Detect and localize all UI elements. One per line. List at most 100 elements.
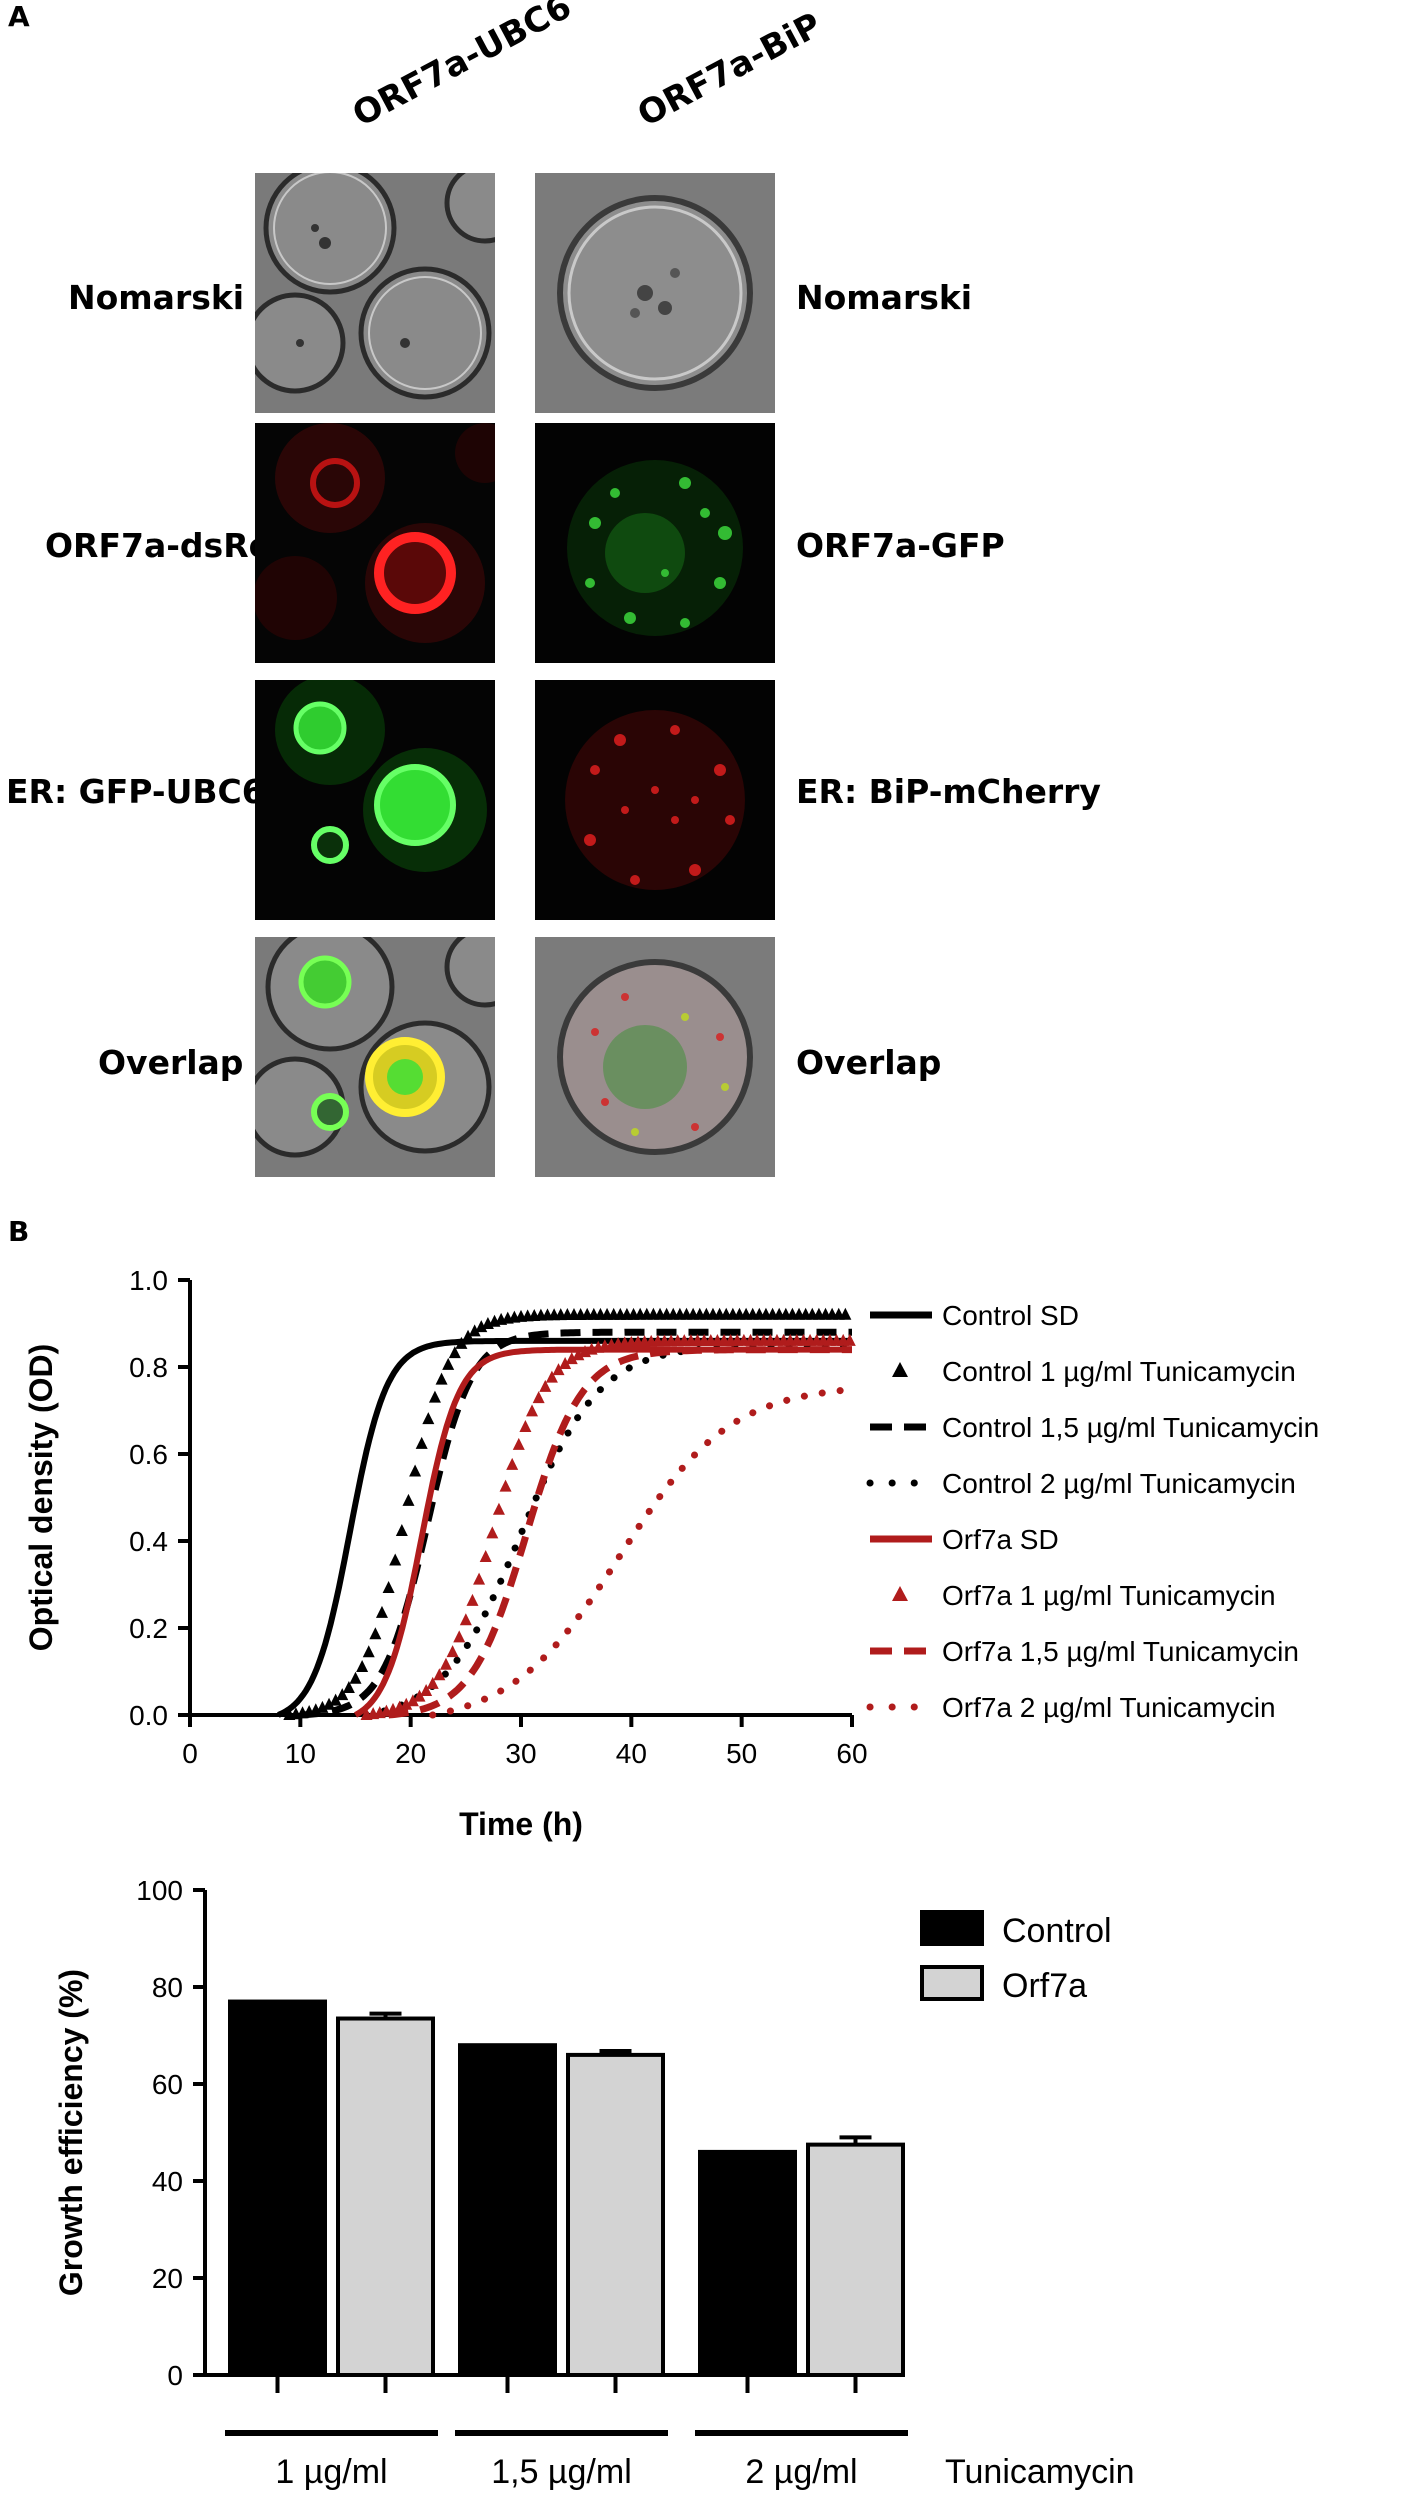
micrograph-overlap-bip: [535, 937, 775, 1177]
data-point: [428, 1390, 441, 1403]
data-point: [453, 1630, 466, 1643]
y-tick-label: 0.4: [129, 1526, 168, 1557]
data-point: [400, 1697, 413, 1710]
data-point: [329, 1693, 342, 1706]
data-point: [486, 1526, 499, 1539]
row-label-orf7a-dsred: ORF7a-dsRed: [45, 526, 295, 565]
y-tick-label: 100: [136, 1875, 183, 1906]
column-label-orf7a-ubc6: ORF7a-UBC6: [346, 0, 578, 135]
data-point: [475, 1320, 488, 1333]
category-label: 2 µg/ml: [745, 2453, 857, 2491]
legend-item: Control 1 µg/ml Tunicamycin: [892, 1356, 1296, 1387]
legend-label: Control 2 µg/ml Tunicamycin: [942, 1468, 1296, 1499]
legend-item: Orf7a: [920, 1965, 1087, 2005]
legend-label: Orf7a 2 µg/ml Tunicamycin: [942, 1692, 1276, 1723]
data-point: [323, 1697, 336, 1710]
row-label-overlap-right: Overlap: [796, 1043, 942, 1082]
data-point: [565, 1352, 578, 1365]
series-line: [388, 1346, 852, 1719]
category-label: 1,5 µg/ml: [491, 2453, 632, 2491]
data-point: [406, 1694, 419, 1707]
row-label-nomarski: Nomarski: [68, 278, 245, 317]
micrograph-orf7a-gfp: [535, 423, 775, 663]
data-point: [506, 1457, 519, 1470]
data-point: [455, 1336, 468, 1349]
data-point: [442, 1357, 455, 1370]
legend-item: Control SD: [870, 1300, 1079, 1331]
y-axis-label: Optical density (OD): [23, 1344, 59, 1652]
y-tick-label: 0.8: [129, 1352, 168, 1383]
data-point: [839, 1307, 852, 1320]
row-label-er-bip-mcherry: ER: BiP-mCherry: [796, 772, 1101, 811]
row-label-nomarski-right: Nomarski: [796, 278, 973, 317]
y-axis-label: Growth efficiency (%): [53, 1969, 89, 2296]
y-tick-label: 0.0: [129, 1700, 168, 1731]
series-control-1-g-ml-tunicamycin: [283, 1307, 852, 1720]
data-point: [349, 1671, 362, 1684]
series-orf7a-sd: [354, 1346, 852, 1718]
category-label: 1 µg/ml: [275, 2453, 387, 2491]
legend-label: Orf7a SD: [942, 1524, 1059, 1555]
legend-swatch: [892, 1362, 908, 1377]
data-point: [512, 1437, 525, 1450]
data-point: [843, 1333, 856, 1346]
data-point: [473, 1572, 486, 1585]
legend-item: Orf7a SD: [870, 1524, 1059, 1555]
bar-orf7a: [566, 2052, 665, 2377]
data-point: [519, 1419, 532, 1432]
row-label-er-gfp-ubc6: ER: GFP-UBC6: [6, 772, 265, 811]
micrograph-er-gfp-ubc6: [255, 680, 495, 920]
series-line: [277, 1337, 852, 1718]
legend-swatch: [920, 1965, 984, 2001]
y-tick-label: 40: [152, 2166, 183, 2197]
series-control-1-5-g-ml-tunicamycin: [300, 1328, 852, 1719]
data-point: [462, 1329, 475, 1342]
y-tick-label: 0.6: [129, 1439, 168, 1470]
legend-item: Control: [920, 1910, 1112, 1950]
y-tick-label: 20: [152, 2263, 183, 2294]
legend-label: Control 1 µg/ml Tunicamycin: [942, 1356, 1296, 1387]
data-point: [532, 1391, 545, 1404]
bar-control: [228, 1999, 327, 2378]
data-point: [439, 1657, 452, 1670]
y-tick-label: 60: [152, 2069, 183, 2100]
micrograph-nomarski-bip: [535, 173, 775, 413]
row-label-orf7a-gfp: ORF7a-GFP: [796, 526, 1005, 565]
data-point: [415, 1436, 428, 1449]
series-orf7a-2-g-ml-tunicamycin: [429, 1385, 856, 1719]
data-point: [362, 1645, 375, 1658]
data-point: [435, 1372, 448, 1385]
growth-curve-chart: 0.0 0.2 0.4 0.6 0.8 1.0 0 10 20 30 40 50 60 Time (h) O…: [23, 1265, 1319, 1842]
group-label: Tunicamycin: [945, 2453, 1135, 2491]
series-orf7a-1-g-ml-tunicamycin: [360, 1333, 856, 1720]
data-point: [492, 1502, 505, 1515]
series-line: [300, 1328, 852, 1719]
legend-item: Control 2 µg/ml Tunicamycin: [866, 1468, 1296, 1499]
bar-control: [698, 2149, 797, 2377]
growth-efficiency-chart: 0 20 40 60 80 100 Growth efficiency (%) 1 µg/ml…: [53, 1875, 1135, 2491]
x-tick-label: 60: [836, 1738, 867, 1769]
x-tick-label: 20: [395, 1738, 426, 1769]
x-tick-label: 40: [616, 1738, 647, 1769]
data-point: [413, 1689, 426, 1702]
data-point: [552, 1363, 565, 1376]
data-point: [369, 1627, 382, 1640]
legend-swatch: [920, 1910, 984, 1946]
data-point: [468, 1324, 481, 1337]
bar-control: [458, 2043, 557, 2377]
micrograph-orf7a-dsred: [255, 423, 495, 663]
y-tick-label: 0.2: [129, 1613, 168, 1644]
panel-a-label: A: [8, 0, 30, 33]
series-line: [429, 1385, 856, 1719]
data-point: [426, 1676, 439, 1689]
series-line: [354, 1346, 852, 1718]
data-point: [572, 1348, 585, 1361]
data-point: [375, 1605, 388, 1618]
micrograph-nomarski-ubc6: [255, 173, 495, 413]
x-tick-label: 30: [505, 1738, 536, 1769]
data-point: [422, 1412, 435, 1425]
x-tick-label: 50: [726, 1738, 757, 1769]
data-point: [336, 1688, 349, 1701]
x-tick-label: 0: [182, 1738, 198, 1769]
x-axis-label: Time (h): [459, 1806, 583, 1842]
